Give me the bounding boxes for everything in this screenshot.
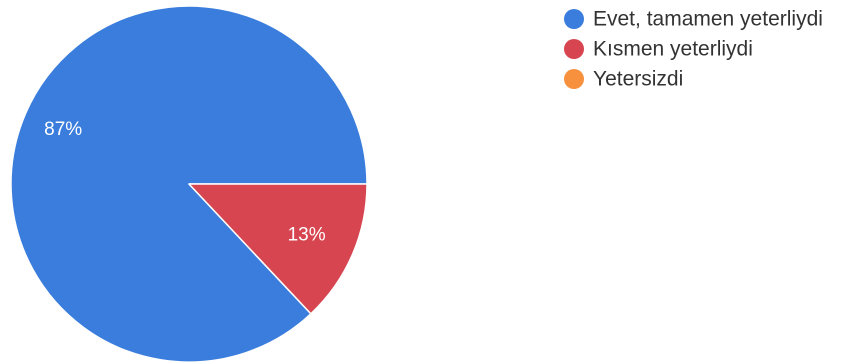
legend-label-1: Kısmen yeterliydi: [593, 38, 753, 61]
legend-item-2: Yetersizdi: [564, 68, 683, 91]
legend-marker-1: [564, 39, 584, 59]
pie-slice-labels: 87% 13%: [44, 119, 326, 245]
slice-label-1: 13%: [288, 224, 326, 245]
legend-label-2: Yetersizdi: [593, 68, 683, 91]
legend-item-1: Kısmen yeterliydi: [564, 38, 753, 61]
pie-slices: [10, 5, 368, 363]
legend-marker-2: [564, 69, 584, 89]
legend-marker-0: [564, 9, 584, 29]
legend-label-0: Evet, tamamen yeterliydi: [593, 8, 823, 31]
pie-slice-1: [188, 183, 368, 315]
pie-slice-0: [10, 5, 368, 363]
slice-label-0: 87%: [44, 119, 82, 140]
legend: Evet, tamamen yeterliydi Kısmen yeterliyd…: [564, 8, 823, 91]
legend-item-0: Evet, tamamen yeterliydi: [564, 8, 823, 31]
